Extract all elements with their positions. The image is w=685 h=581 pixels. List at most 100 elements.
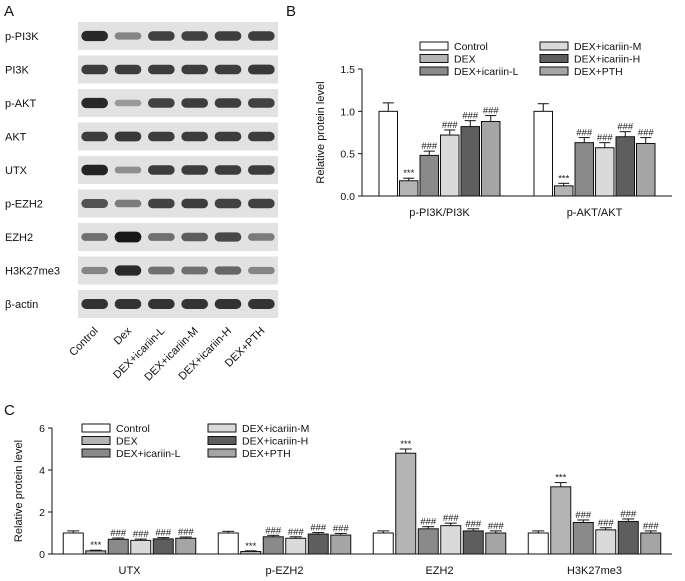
bar [533,110,553,197]
bar [395,452,417,555]
legend-entry: DEX [116,436,138,448]
blot-band [181,232,208,242]
bar [595,529,617,555]
blot-band [181,98,208,108]
legend-entry: DEX [454,54,476,66]
significance-label: ### [333,523,350,534]
panel-letter-b: B [286,3,296,20]
legend-swatch [539,41,569,51]
blot-band [248,299,275,309]
bar [440,525,462,555]
bar [399,180,419,197]
blot-band [248,198,275,209]
legend-swatch [81,448,111,458]
significance-label: *** [555,473,566,484]
bar [307,533,329,555]
chart-panel-c: 0 2 4 6 Relative protein level *** ### ### ### ##… [13,423,672,577]
bar [240,550,262,555]
blot-band [148,299,175,309]
x-category-label: H3K27me3 [567,565,622,577]
blot-band [114,64,142,75]
significance-label: ### [288,527,305,538]
blot-row-label: p-PI3K [5,31,39,43]
significance-label: ### [442,120,459,131]
blot-band [114,131,142,142]
blot-band [114,99,142,107]
western-blot-panel: p-PI3K PI3K p-AKT AKT UTX p-EZH2 EZH2 H3K27me3 β… [5,22,278,384]
bar [440,134,460,197]
y-axis-label: Relative protein level [13,440,25,542]
blot-strip [78,22,278,50]
blot-band [181,299,208,309]
legend-entry: DEX+icariin-M [574,41,641,53]
significance-label: ### [462,111,479,122]
bar [595,147,615,197]
blot-strip [78,223,278,251]
significance-label: ### [483,106,500,117]
blot-band [81,131,108,142]
significance-label: ### [155,528,172,539]
blot-band [248,165,275,175]
blot-band [214,98,242,108]
blot-band [181,64,208,75]
legend-entry: DEX+icariin-L [116,448,181,460]
bar [640,532,662,555]
blot-band [81,164,108,176]
blot-strip [78,290,278,318]
bar [615,136,635,197]
blot-band [214,232,242,242]
blot-band [81,30,108,42]
significance-label: ### [110,528,127,539]
blot-band [114,166,142,174]
bar [175,537,197,555]
bar [378,110,398,197]
blot-band [81,299,108,309]
blot-row-label: p-AKT [5,98,36,110]
blot-band [248,131,275,142]
bar [617,520,639,555]
bar [152,538,174,555]
blot-row-label: AKT [5,132,27,144]
bar [636,143,656,197]
blot-band [181,165,208,175]
blot-lane-label: Control [67,325,101,359]
blot-band [148,64,175,75]
blot-band [214,64,242,75]
blot-row-label: UTX [5,165,28,177]
significance-label: ### [178,527,195,538]
significance-label: ### [310,523,327,534]
bar [217,532,239,555]
significance-label: *** [558,173,569,184]
bar [462,530,484,555]
bar [85,550,107,555]
legend-entry: DEX+icariin-H [574,54,640,66]
legend-swatch [81,436,111,445]
legend-swatch [419,66,449,76]
significance-label: ### [643,521,660,532]
blot-band [248,64,275,75]
x-category-label: p-PI3K/PI3K [409,207,470,219]
significance-label: ### [420,517,437,528]
blot-band [114,299,142,309]
blot-band [81,97,108,109]
y-axis-label: Relative protein level [315,81,327,183]
significance-label: ### [465,519,482,530]
legend-entry: Control [116,423,150,435]
legend-swatch [207,448,237,458]
blot-band [114,199,142,208]
blot-band [114,32,142,40]
significance-label: ### [133,529,150,540]
legend-entry: DEX+icariin-M [242,423,309,435]
y-tick-label: 4 [39,465,45,477]
significance-label: ### [617,122,634,133]
bar [419,154,439,197]
significance-label: ### [421,141,438,152]
blot-band [214,165,242,175]
blot-band [181,131,208,142]
significance-label: ### [597,133,614,144]
blot-strip [78,122,278,151]
blot-band [214,299,242,309]
blot-band [214,266,242,275]
bar [481,120,501,197]
